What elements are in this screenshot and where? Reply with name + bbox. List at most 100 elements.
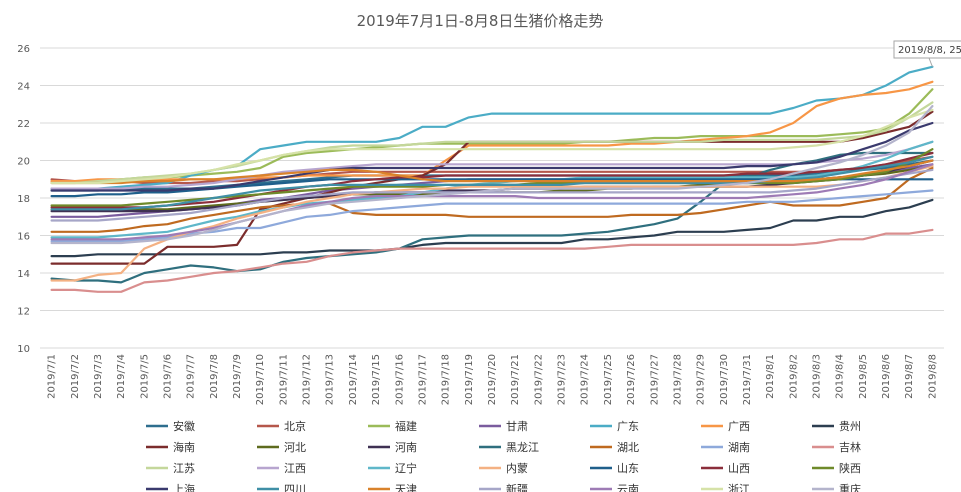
x-tick-label: 2019/7/19 — [464, 354, 475, 405]
x-tick-label: 2019/7/13 — [325, 354, 336, 405]
series-line-浙江 — [50, 108, 934, 185]
series-line-吉林 — [50, 228, 934, 293]
series-line-重庆 — [50, 104, 934, 245]
grid-lines — [40, 47, 944, 349]
x-tick-label: 2019/7/28 — [672, 354, 683, 405]
legend-label: 广东 — [617, 420, 639, 433]
x-tick-label: 2019/7/25 — [603, 354, 614, 405]
series-line-福建 — [50, 88, 934, 183]
legend-label: 天津 — [395, 483, 417, 492]
x-tick-label: 2019/7/12 — [302, 354, 313, 405]
x-tick-label: 2019/8/3 — [812, 354, 823, 399]
x-tick-label: 2019/7/23 — [557, 354, 568, 405]
x-tick-label: 2019/7/16 — [394, 354, 405, 405]
x-tick-label: 2019/7/1 — [47, 354, 58, 399]
x-tick-label: 2019/8/8 — [927, 354, 938, 399]
legend-label: 新疆 — [506, 482, 528, 492]
x-tick-label: 2019/7/29 — [696, 354, 707, 405]
x-tick-label: 2019/7/4 — [116, 354, 127, 399]
series-line-天津 — [50, 159, 934, 185]
x-tick-label: 2019/7/18 — [441, 354, 452, 405]
callout-label: 2019/8/8, 25 — [898, 45, 961, 56]
x-tick-label: 2019/7/27 — [649, 354, 660, 405]
legend-label: 山东 — [617, 462, 639, 475]
series-line-山西 — [50, 151, 934, 209]
series-line-新疆 — [50, 168, 934, 222]
x-tick-label: 2019/7/5 — [139, 354, 150, 399]
y-tick-label: 12 — [17, 307, 30, 318]
chart-title: 2019年7月1日-8月8日生猪价格走势 — [357, 12, 604, 30]
y-tick-label: 24 — [17, 82, 30, 93]
y-tick-label: 18 — [17, 194, 30, 205]
legend-label: 湖南 — [728, 441, 750, 454]
series-line-云南 — [50, 163, 934, 241]
x-tick-label: 2019/7/2 — [70, 354, 81, 399]
x-tick-label: 2019/7/21 — [510, 354, 521, 405]
x-tick-label: 2019/8/7 — [904, 354, 915, 399]
legend-label: 北京 — [284, 419, 306, 433]
series-lines — [50, 65, 934, 293]
x-tick-label: 2019/7/15 — [371, 354, 382, 405]
legend-label: 重庆 — [839, 482, 861, 492]
series-line-上海 — [50, 121, 934, 192]
y-tick-label: 10 — [17, 344, 30, 355]
x-tick-label: 2019/7/24 — [580, 354, 591, 405]
legend-label: 江苏 — [173, 462, 195, 475]
x-tick-label: 2019/7/22 — [533, 354, 544, 405]
y-tick-label: 26 — [17, 44, 30, 55]
series-line-广西 — [50, 80, 934, 183]
x-tick-label: 2019/7/11 — [278, 354, 289, 405]
legend-label: 湖北 — [617, 441, 639, 454]
series-line-广东 — [50, 65, 934, 190]
y-tick-label: 20 — [17, 157, 30, 168]
legend-label: 内蒙 — [506, 461, 528, 475]
legend-label: 河南 — [395, 441, 417, 454]
x-tick-label: 2019/7/8 — [209, 354, 220, 399]
x-tick-label: 2019/7/26 — [626, 354, 637, 405]
x-tick-label: 2019/7/31 — [742, 354, 753, 405]
y-tick-label: 14 — [17, 269, 30, 280]
series-line-北京 — [50, 155, 934, 185]
legend-label: 江西 — [284, 462, 306, 475]
y-tick-label: 22 — [17, 119, 30, 130]
y-axis-ticks: 10 12 14 16 18 20 22 24 26 — [17, 44, 30, 355]
x-tick-label: 2019/7/3 — [93, 354, 104, 399]
legend-label: 四川 — [284, 483, 306, 492]
x-tick-label: 2019/8/5 — [858, 354, 869, 399]
x-tick-label: 2019/8/1 — [765, 354, 776, 399]
legend-label: 云南 — [617, 483, 639, 492]
x-tick-label: 2019/7/10 — [255, 354, 266, 405]
legend-label: 山西 — [728, 462, 750, 475]
x-tick-label: 2019/7/20 — [487, 354, 498, 405]
legend-label: 福建 — [395, 419, 417, 433]
x-axis-ticks: 2019/7/1 2019/7/2 2019/7/3 2019/7/4 2019/7/5… — [47, 354, 939, 405]
callout-box — [893, 40, 961, 59]
legend-label: 上海 — [173, 482, 195, 492]
series-line-贵州 — [50, 198, 934, 258]
callout-leader — [928, 57, 933, 67]
legend-label: 辽宁 — [395, 461, 417, 475]
legend-label: 黑龙江 — [506, 441, 539, 454]
legend-label: 甘肃 — [506, 420, 528, 433]
y-tick-label: 16 — [17, 232, 30, 243]
x-tick-label: 2019/7/14 — [348, 354, 359, 405]
x-tick-label: 2019/7/9 — [232, 354, 243, 399]
x-tick-label: 2019/8/2 — [788, 354, 799, 399]
series-line-湖北 — [50, 166, 934, 233]
series-line-黑龙江 — [50, 151, 934, 284]
legend-label: 河北 — [284, 441, 306, 454]
x-tick-label: 2019/7/17 — [417, 354, 428, 405]
legend-label: 安徽 — [173, 419, 195, 433]
x-tick-label: 2019/7/6 — [162, 354, 173, 399]
x-tick-label: 2019/8/4 — [835, 354, 846, 399]
x-tick-label: 2019/7/30 — [719, 354, 730, 405]
legend-label: 海南 — [173, 440, 195, 454]
legend-label: 浙江 — [728, 483, 750, 492]
legend-label: 陕西 — [839, 461, 861, 475]
series-line-四川 — [50, 155, 934, 211]
legend-label: 广西 — [728, 420, 750, 433]
x-tick-label: 2019/8/6 — [881, 354, 892, 399]
x-tick-label: 2019/7/7 — [186, 354, 197, 399]
